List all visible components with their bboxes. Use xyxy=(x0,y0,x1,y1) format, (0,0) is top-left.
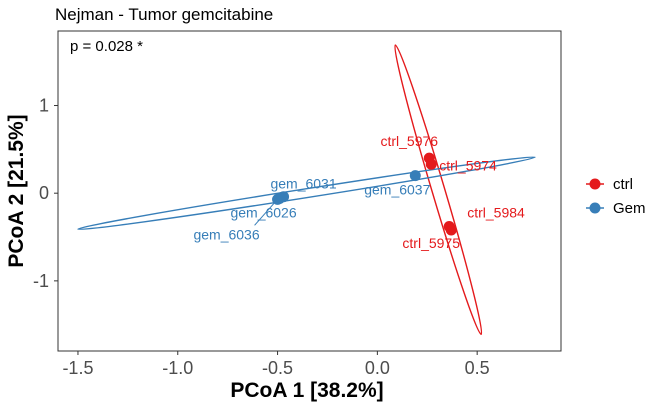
y-tick-label: -1 xyxy=(33,271,49,291)
y-tick-label: 1 xyxy=(39,96,49,116)
x-tick-label: 0.5 xyxy=(465,358,490,378)
legend-key-gem xyxy=(589,202,601,214)
legend-key-ctrl xyxy=(589,178,601,190)
point-gem_6037 xyxy=(409,170,421,182)
point-label-gem_6037: gem_6037 xyxy=(364,182,430,198)
point-label-gem_6026: gem_6026 xyxy=(230,204,296,220)
ellipses-layer xyxy=(77,44,536,336)
chart-title: Nejman - Tumor gemcitabine xyxy=(55,5,273,24)
x-tick-label: -1.5 xyxy=(62,358,93,378)
x-axis: -1.5 -1.0 -0.5 0.0 0.5 xyxy=(62,351,490,378)
legend-label-gem: Gem xyxy=(613,200,646,217)
point-ctrl_5975 xyxy=(445,224,457,236)
x-tick-label: 0.0 xyxy=(365,358,390,378)
points-layer xyxy=(272,152,457,236)
y-tick-label: 0 xyxy=(39,183,49,203)
point-label-gem_6031: gem_6031 xyxy=(270,176,336,192)
legend-label-ctrl: ctrl xyxy=(613,176,633,193)
y-axis-title: PCoA 2 [21.5%] xyxy=(5,114,28,267)
p-value-annotation: p = 0.028 * xyxy=(70,38,143,55)
point-gem_6036 xyxy=(272,193,284,205)
label-connector xyxy=(254,198,278,226)
point-label-ctrl_5975: ctrl_5975 xyxy=(402,235,460,251)
point-label-ctrl_5984: ctrl_5984 xyxy=(467,205,525,221)
x-axis-title: PCoA 1 [38.2%] xyxy=(230,379,383,402)
point-label-gem_6036: gem_6036 xyxy=(193,226,259,242)
label-connectors-layer xyxy=(254,198,278,226)
point-label-ctrl_5976: ctrl_5976 xyxy=(380,133,438,149)
ellipse-ctrl xyxy=(394,44,483,336)
point-ctrl_5974 xyxy=(425,158,437,170)
x-tick-label: -1.0 xyxy=(162,358,193,378)
point-label-ctrl_5974: ctrl_5974 xyxy=(439,157,497,173)
ellipse-gem xyxy=(77,156,536,231)
x-tick-label: -0.5 xyxy=(262,358,293,378)
plot-panel xyxy=(57,30,562,352)
legend: ctrl Gem xyxy=(586,176,646,217)
y-axis: 1 0 -1 xyxy=(33,96,58,291)
